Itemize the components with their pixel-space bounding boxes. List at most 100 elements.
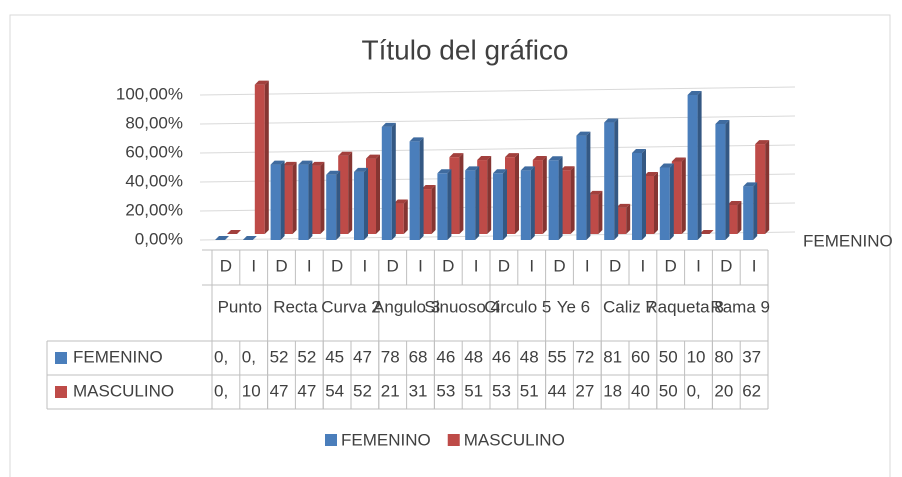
bar-side — [391, 122, 396, 240]
bar-front — [393, 203, 404, 234]
bar-top — [242, 236, 257, 240]
x-tick-label: D — [609, 256, 621, 275]
bar — [421, 185, 436, 234]
bar-top — [381, 122, 396, 127]
table-cell: 52 — [353, 381, 372, 400]
bar-front — [437, 173, 448, 240]
bar-side — [431, 185, 436, 234]
x-tick-label: I — [641, 256, 646, 275]
table-cell: 53 — [492, 381, 511, 400]
bar-side — [570, 166, 575, 234]
bar-front — [743, 186, 754, 240]
x-tick-label: D — [665, 256, 677, 275]
bar-side — [320, 161, 325, 234]
bar-side — [642, 149, 646, 240]
bar — [409, 137, 424, 240]
x-tick-label: D — [720, 256, 732, 275]
table-cell: 50 — [659, 381, 678, 400]
table-cell: 0, — [214, 347, 228, 366]
bar-side — [419, 137, 424, 240]
bar-top — [632, 149, 646, 153]
bar-side — [487, 156, 492, 234]
bar-front — [493, 173, 503, 240]
table-cell: 52 — [297, 347, 316, 366]
bar-top — [421, 185, 436, 190]
bar-side — [264, 80, 269, 235]
bar — [671, 157, 686, 234]
table-cell: 78 — [381, 347, 400, 366]
bar-side — [626, 203, 631, 234]
bar-side — [364, 167, 368, 240]
legend-key — [55, 386, 67, 398]
bar-front — [560, 170, 571, 234]
bar-top — [477, 156, 492, 161]
bar-top — [644, 172, 658, 176]
bar-side — [753, 182, 758, 240]
table-cell: 51 — [520, 381, 539, 400]
bar-front — [270, 164, 281, 240]
y-tick-label: 20,00% — [125, 200, 183, 219]
bar-side — [336, 170, 341, 240]
bar-top — [687, 91, 702, 95]
bar-side — [681, 157, 686, 234]
bar — [493, 169, 507, 240]
bar-top — [310, 161, 325, 166]
x-tick-label: I — [474, 256, 479, 275]
bar-front — [409, 141, 420, 240]
bar-top — [449, 153, 464, 158]
bar-top — [338, 151, 353, 156]
bar-side — [669, 163, 674, 240]
bar-front — [588, 194, 599, 234]
x-tick-label: D — [442, 256, 454, 275]
bar-front — [477, 160, 488, 234]
bar — [715, 120, 730, 240]
table-cell: 50 — [659, 347, 678, 366]
bar-top — [727, 201, 742, 205]
bar — [687, 91, 702, 240]
table-cell: 10 — [242, 381, 261, 400]
x-tick-label: I — [363, 256, 368, 275]
group-label: Recta — [273, 297, 318, 316]
bar-side — [725, 120, 730, 240]
table-cell: 46 — [436, 347, 455, 366]
table-cell: 51 — [464, 381, 483, 400]
bar — [326, 170, 341, 240]
bar-side — [459, 153, 464, 234]
bar-top — [326, 170, 341, 175]
group-label: Caliz 7 — [603, 297, 655, 316]
bar — [632, 149, 646, 240]
bar-front — [421, 189, 432, 234]
bar-front — [715, 124, 726, 240]
y-tick-label: 60,00% — [125, 142, 183, 161]
grid-line — [199, 86, 796, 96]
legend-key — [447, 434, 460, 446]
table-cell: 72 — [575, 347, 594, 366]
table-series-name: MASCULINO — [73, 381, 174, 400]
chart-border — [9, 14, 891, 477]
bar-front — [381, 126, 392, 240]
y-tick-label: 40,00% — [125, 171, 183, 190]
bar — [520, 166, 535, 240]
bar-top — [588, 190, 603, 195]
x-tick-label: D — [387, 256, 399, 275]
bar — [560, 166, 575, 234]
bar-side — [586, 131, 591, 240]
bar-top — [576, 131, 591, 136]
bar-top — [548, 156, 563, 161]
chart-title: Título del gráfico — [362, 34, 569, 65]
bar-side — [654, 172, 658, 234]
bar — [644, 172, 658, 234]
y-tick-label: 80,00% — [125, 113, 183, 132]
bar-front — [727, 205, 738, 234]
y-tick-label: 100,00% — [116, 84, 183, 103]
x-tick-label: I — [529, 256, 534, 275]
table-series-name: FEMENINO — [73, 347, 163, 366]
bar-top — [493, 169, 507, 174]
bar-top — [282, 161, 297, 166]
bar-side — [503, 169, 507, 240]
bar-side — [530, 166, 535, 240]
bar — [381, 122, 396, 240]
bar-top — [227, 230, 241, 234]
bar — [254, 80, 269, 235]
